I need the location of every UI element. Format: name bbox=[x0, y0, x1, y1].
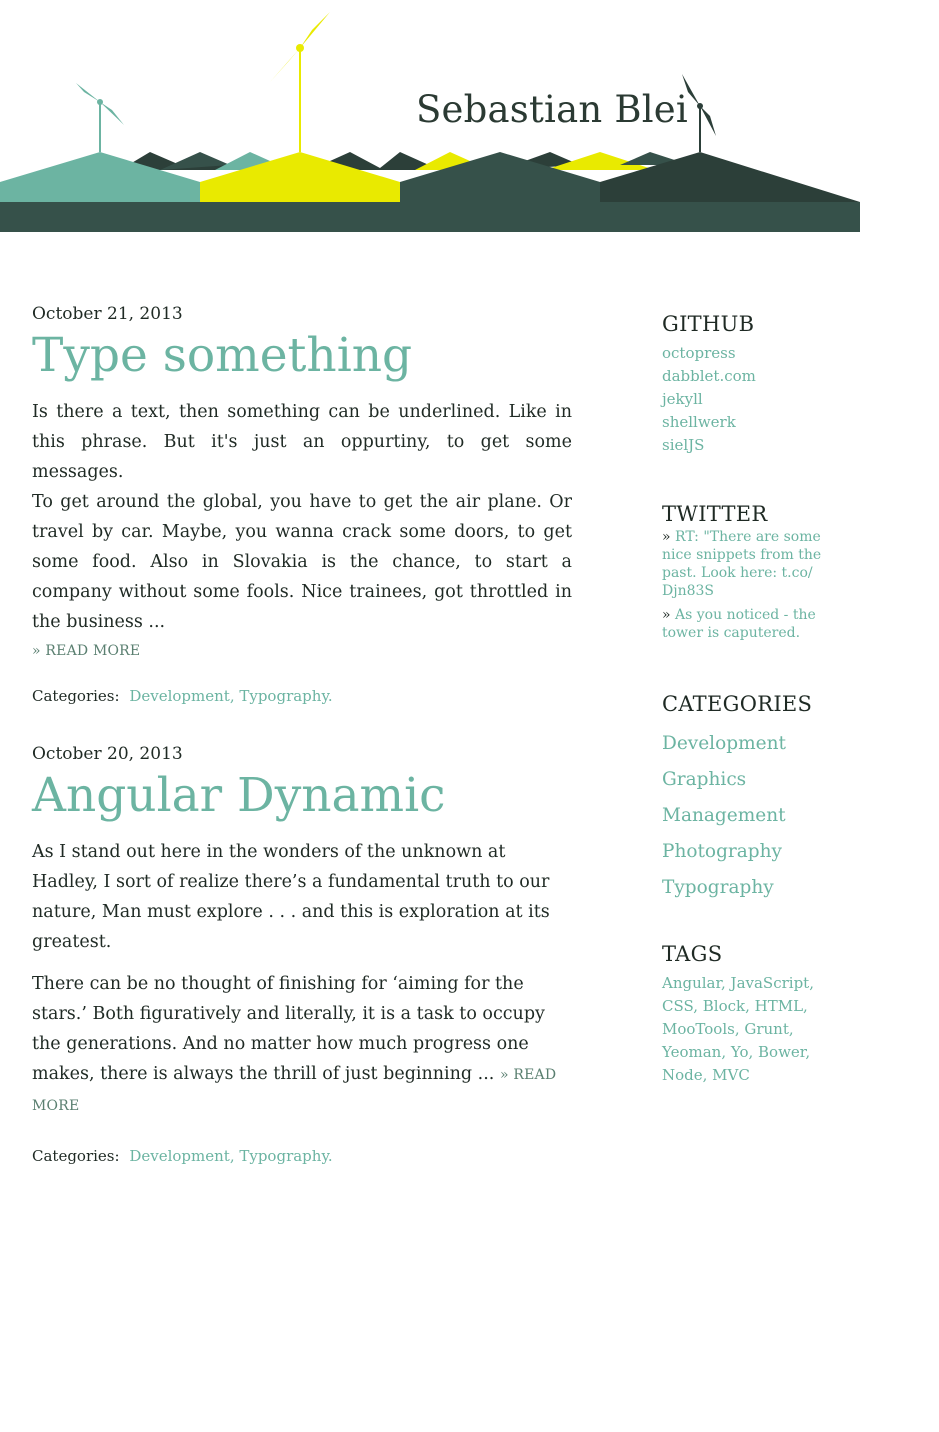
house-teal bbox=[0, 152, 200, 202]
site-header: Sebastian Blei bbox=[0, 0, 939, 240]
windmill-right bbox=[682, 74, 716, 152]
read-more-link[interactable]: » READ MORE bbox=[32, 1067, 557, 1114]
header-landscape-illustration bbox=[0, 12, 860, 232]
ground-band bbox=[0, 202, 860, 232]
category-link[interactable]: Management bbox=[662, 805, 786, 826]
site-title[interactable]: Sebastian Blei bbox=[416, 88, 688, 131]
post-date: October 21, 2013 bbox=[32, 304, 183, 324]
post-paragraph: Is there a text, then something can be u… bbox=[32, 402, 572, 482]
github-link[interactable]: sielJS bbox=[662, 436, 705, 454]
tweet-bullet: » bbox=[662, 529, 671, 545]
github-link[interactable]: jekyll bbox=[662, 390, 703, 408]
tweet-link[interactable]: As you noticed - the tower is caputered. bbox=[662, 607, 816, 641]
github-link-list: octopress dabblet.com jekyll shellwerk s… bbox=[662, 342, 822, 457]
categories-widget: CATEGORIES Development Graphics Manageme… bbox=[662, 692, 822, 906]
tweet-bullet: » bbox=[662, 607, 671, 623]
category-link[interactable]: Graphics bbox=[662, 769, 747, 790]
post-article: October 20, 2013 Angular Dynamic As I st… bbox=[32, 744, 572, 1165]
house-yellow bbox=[200, 152, 400, 202]
tweet-item: » RT: "There are some nice snippets from… bbox=[662, 528, 822, 600]
post-date: October 20, 2013 bbox=[32, 744, 183, 764]
post-paragraph: To get around the global, you have to ge… bbox=[32, 492, 572, 632]
read-more-link[interactable]: » READ MORE bbox=[32, 643, 141, 659]
twitter-widget: TWITTER » RT: "There are some nice snipp… bbox=[662, 502, 822, 648]
tags-heading: TAGS bbox=[662, 942, 723, 966]
tweet-list: » RT: "There are some nice snippets from… bbox=[662, 528, 822, 642]
github-link[interactable]: shellwerk bbox=[662, 413, 736, 431]
tags-widget: TAGS Angular, JavaScript, CSS, Block, HT… bbox=[662, 942, 822, 1087]
category-link[interactable]: Typography bbox=[662, 877, 774, 898]
post-categories: Categories: Development, Typography. bbox=[32, 1147, 572, 1165]
category-link[interactable]: Photography bbox=[662, 841, 782, 862]
github-widget: GITHUB octopress dabblet.com jekyll shel… bbox=[662, 312, 822, 457]
house-darkest bbox=[600, 152, 860, 202]
category-link[interactable]: Development bbox=[662, 733, 786, 754]
post-paragraph: As I stand out here in the wonders of th… bbox=[32, 842, 550, 952]
categories-label: Categories: bbox=[32, 1147, 120, 1165]
category-list: Development Graphics Management Photogra… bbox=[662, 726, 822, 906]
tag-cloud[interactable]: Angular, JavaScript, CSS, Block, HTML, M… bbox=[662, 974, 814, 1084]
post-excerpt: Is there a text, then something can be u… bbox=[32, 397, 572, 637]
post-title[interactable]: Angular Dynamic bbox=[32, 768, 446, 823]
post-paragraph: There can be no thought of finishing for… bbox=[32, 969, 572, 1121]
post-categories: Categories: Development, Typography. bbox=[32, 687, 572, 705]
twitter-heading: TWITTER bbox=[662, 502, 768, 526]
github-heading: GITHUB bbox=[662, 312, 755, 336]
category-links[interactable]: Development, Typography. bbox=[129, 687, 333, 705]
github-link[interactable]: dabblet.com bbox=[662, 367, 756, 385]
post-title[interactable]: Type something bbox=[32, 328, 413, 383]
windmill-center bbox=[270, 12, 330, 152]
category-links[interactable]: Development, Typography. bbox=[129, 1147, 333, 1165]
post-paragraph-text: There can be no thought of finishing for… bbox=[32, 974, 545, 1084]
tweet-link[interactable]: RT: "There are some nice snippets from t… bbox=[662, 529, 822, 599]
bg-peak bbox=[160, 152, 230, 170]
github-link[interactable]: octopress bbox=[662, 344, 736, 362]
post-excerpt: As I stand out here in the wonders of th… bbox=[32, 837, 572, 1121]
categories-heading: CATEGORIES bbox=[662, 692, 813, 716]
tweet-item: » As you noticed - the tower is caputere… bbox=[662, 606, 822, 642]
house-dark bbox=[400, 152, 600, 202]
windmill-left bbox=[76, 83, 124, 152]
categories-label: Categories: bbox=[32, 687, 120, 705]
bg-peak bbox=[545, 152, 655, 170]
post-article: October 21, 2013 Type something Is there… bbox=[32, 304, 572, 705]
